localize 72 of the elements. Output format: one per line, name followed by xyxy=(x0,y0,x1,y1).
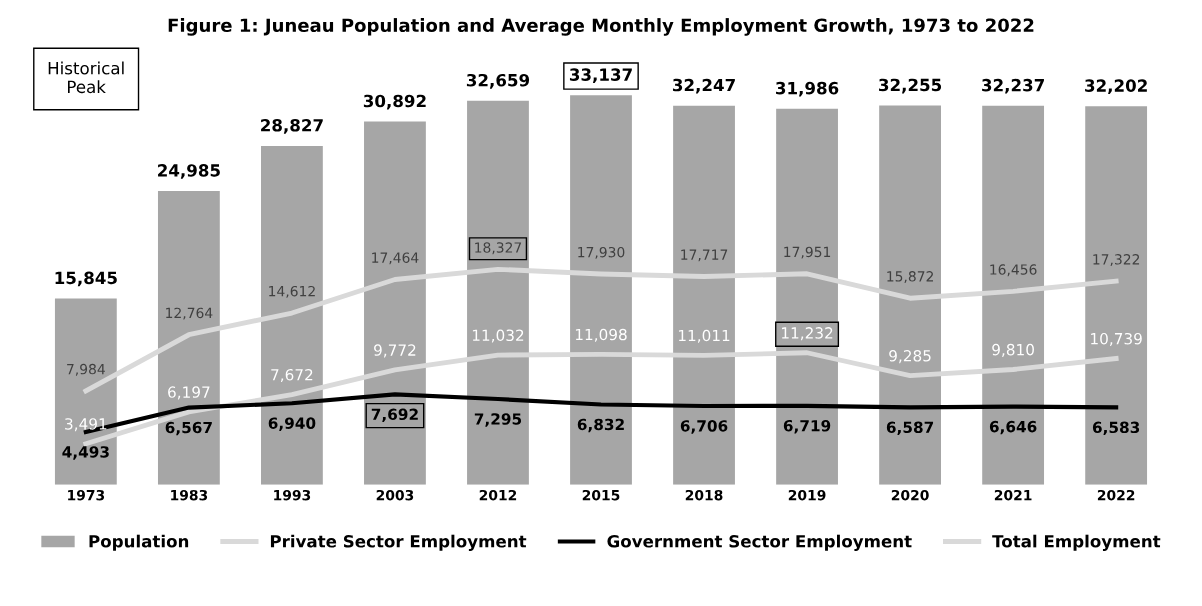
data-label: 33,137 xyxy=(569,68,632,84)
data-label: 11,011 xyxy=(678,329,730,343)
data-label: 12,764 xyxy=(166,307,213,320)
bar xyxy=(261,145,323,485)
legend-label: Private Sector Employment xyxy=(270,534,527,551)
x-tick-label: 2022 xyxy=(1097,489,1135,501)
legend-label: Government Sector Employment xyxy=(607,534,912,551)
data-label: 6,587 xyxy=(886,421,934,436)
data-label: 9,772 xyxy=(374,344,416,358)
data-label: 7,692 xyxy=(371,408,418,423)
data-label: 7,672 xyxy=(271,368,313,383)
data-label: 6,583 xyxy=(1092,421,1140,436)
data-label: 11,232 xyxy=(782,327,833,341)
bar xyxy=(157,191,220,485)
data-label: 7,295 xyxy=(474,413,522,427)
bar xyxy=(879,105,941,485)
data-label: 31,986 xyxy=(776,81,839,97)
data-label: 17,717 xyxy=(681,249,728,262)
legend-label: Total Employment xyxy=(992,534,1161,551)
data-label: 32,237 xyxy=(982,78,1044,94)
data-label: 6,940 xyxy=(268,417,316,431)
x-tick-label: 2018 xyxy=(685,489,723,501)
x-tick-label: 2015 xyxy=(582,489,620,501)
bar xyxy=(673,105,735,485)
data-label: 9,285 xyxy=(889,350,931,364)
bar xyxy=(364,121,426,485)
bar xyxy=(776,108,838,485)
data-label: 11,032 xyxy=(472,329,524,343)
x-tick-label: 2020 xyxy=(891,489,929,501)
data-label: 3,491 xyxy=(65,418,107,432)
x-tick-label: 1983 xyxy=(171,489,208,501)
data-label: 9,810 xyxy=(992,343,1034,357)
data-label: 30,892 xyxy=(363,94,426,110)
data-label: 17,322 xyxy=(1093,254,1140,266)
bar xyxy=(467,100,529,485)
data-label: 11,098 xyxy=(575,328,627,342)
data-label: 10,739 xyxy=(1091,332,1142,347)
data-label: 24,985 xyxy=(158,164,220,179)
bar xyxy=(1085,106,1148,485)
data-label: 17,951 xyxy=(784,246,831,259)
x-tick-label: 2021 xyxy=(994,489,1032,501)
x-tick-label: 1973 xyxy=(68,489,105,501)
legend-label: Population xyxy=(89,534,189,551)
data-label: 14,612 xyxy=(269,285,315,298)
data-label: 6,832 xyxy=(577,418,624,433)
data-label: 32,247 xyxy=(672,78,735,94)
data-label: 4,493 xyxy=(62,446,109,460)
data-label: 17,464 xyxy=(372,252,419,265)
text: Historical Peak xyxy=(48,61,124,94)
x-tick-label: 2003 xyxy=(376,489,414,501)
data-label: 6,706 xyxy=(680,420,728,434)
x-tick-label: 2019 xyxy=(788,489,826,501)
data-label: 32,202 xyxy=(1085,79,1147,95)
bar xyxy=(982,105,1045,485)
data-label: 7,984 xyxy=(67,363,105,376)
data-label: 6,567 xyxy=(165,421,212,436)
data-label: 15,872 xyxy=(887,271,933,284)
bar xyxy=(54,298,117,485)
bar xyxy=(570,95,632,485)
data-label: 15,845 xyxy=(55,271,117,287)
data-label: 6,646 xyxy=(989,420,1037,435)
chart-title: Figure 1: Juneau Population and Average Monthly Employment Growth, 1973 to 2022 xyxy=(168,18,1034,36)
data-label: 16,456 xyxy=(990,264,1037,277)
data-label: 17,930 xyxy=(578,246,625,259)
data-label: 32,659 xyxy=(466,73,530,89)
data-label: 6,719 xyxy=(783,419,831,434)
data-label: 6,197 xyxy=(168,386,210,400)
data-label: 18,327 xyxy=(475,242,522,255)
data-label: 28,827 xyxy=(261,118,323,134)
x-tick-label: 2012 xyxy=(479,489,517,501)
data-label: 32,255 xyxy=(879,78,942,94)
x-tick-label: 1993 xyxy=(274,489,311,501)
